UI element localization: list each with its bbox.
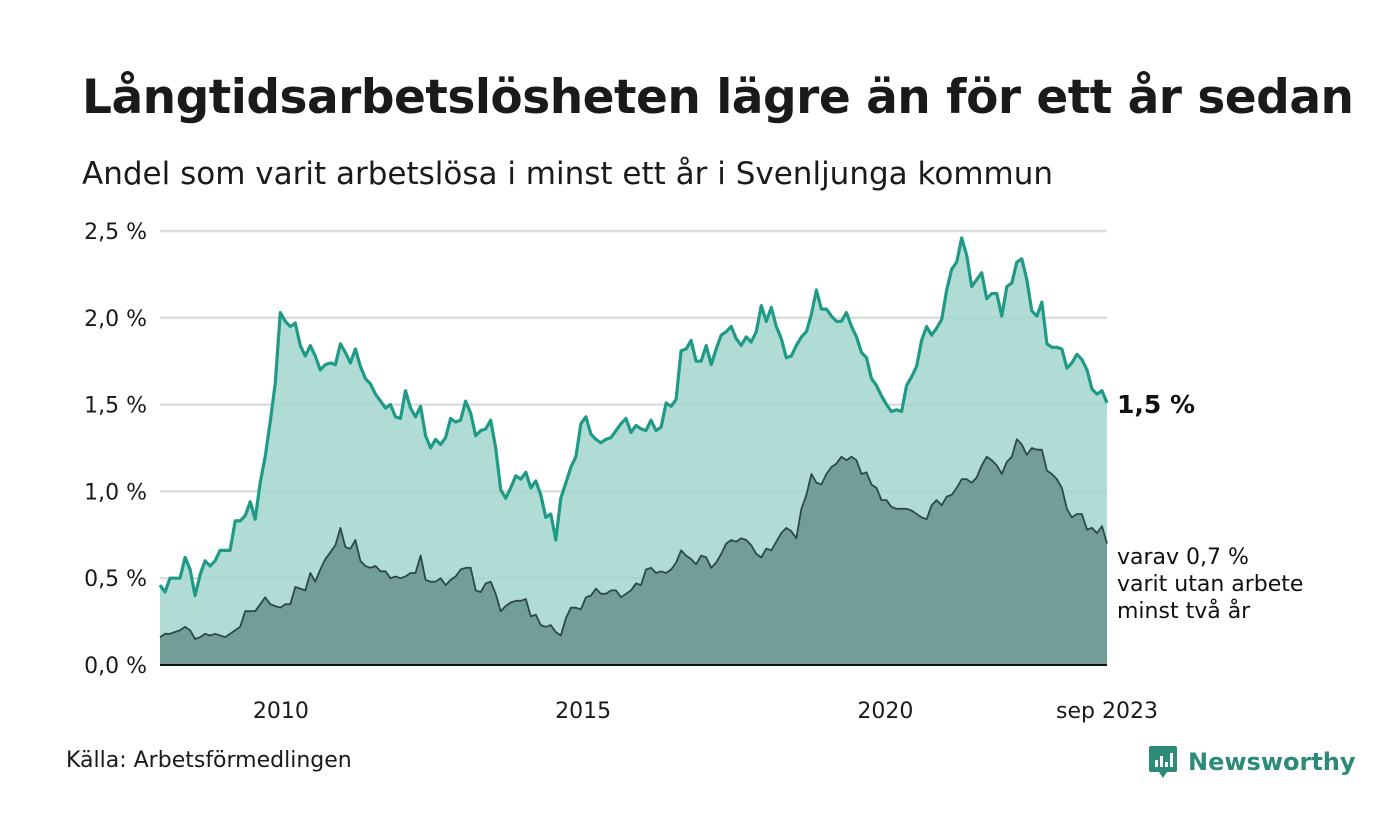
- newsworthy-icon: [1149, 746, 1177, 778]
- series2-end-label-line: varav 0,7 %: [1117, 545, 1249, 570]
- series2-end-label-line: minst två år: [1117, 598, 1251, 624]
- line-long-term-unemployed: [158, 236, 1109, 598]
- series1-end-label: 1,5 %: [1117, 390, 1195, 419]
- x-axis-tick-labels: 2010 2015 2020 sep 2023: [253, 699, 1158, 724]
- series2-end-label-line: varit utan arbete: [1117, 572, 1303, 597]
- source-note: Källa: Arbetsförmedlingen: [66, 748, 352, 773]
- x-tick-label: 2020: [857, 699, 913, 724]
- chart-title: Långtidsarbetslösheten lägre än för ett …: [82, 70, 1354, 125]
- y-tick-label: 1,0 %: [84, 480, 147, 505]
- area-unemployed-two-years: [160, 439, 1107, 665]
- y-tick-label: 2,5 %: [84, 220, 147, 245]
- y-tick-label: 0,5 %: [84, 567, 147, 592]
- brand-name: Newsworthy: [1188, 748, 1356, 776]
- y-tick-label: 2,0 %: [84, 307, 147, 332]
- x-tick-label: 2015: [555, 699, 611, 724]
- y-tick-label: 1,5 %: [84, 394, 147, 419]
- x-tick-label: sep 2023: [1056, 699, 1158, 724]
- y-axis-tick-labels: 0,0 % 0,5 % 1,0 % 1,5 % 2,0 % 2,5 %: [84, 220, 147, 679]
- brand-logo: Newsworthy: [1148, 744, 1356, 780]
- chart-subtitle: Andel som varit arbetslösa i minst ett å…: [82, 156, 1054, 192]
- line-unemployed-two-years: [159, 438, 1108, 640]
- x-tick-label: 2010: [253, 699, 309, 724]
- y-tick-label: 0,0 %: [84, 654, 147, 679]
